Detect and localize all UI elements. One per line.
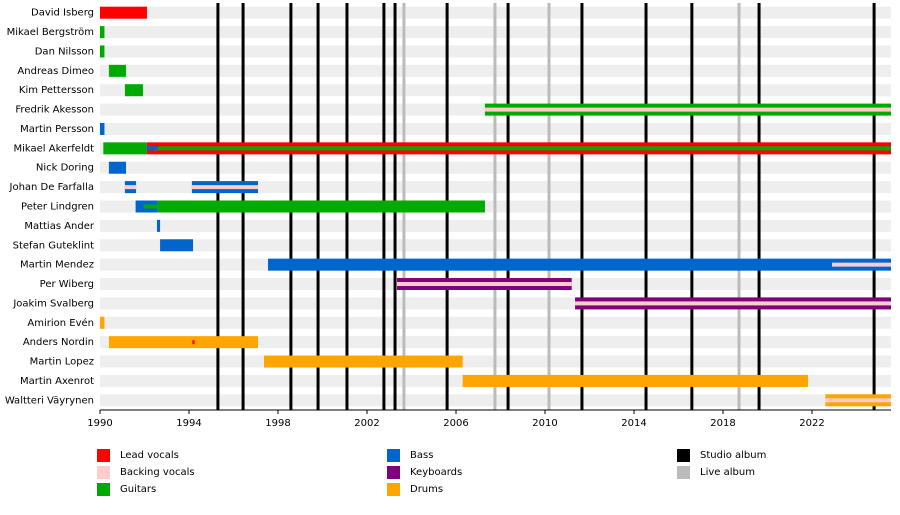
- legend-swatch: [677, 466, 690, 479]
- legend-label: Drums: [410, 484, 443, 495]
- member-bar: [124, 84, 143, 97]
- member-bar: [100, 316, 105, 329]
- member-bar: [156, 219, 161, 232]
- legend-swatch: [97, 449, 110, 462]
- row-label: Fredrik Akesson: [15, 105, 94, 116]
- legend-swatch: [387, 483, 400, 496]
- legend-label: Backing vocals: [120, 467, 195, 478]
- row-label: Andreas Dimeo: [17, 66, 94, 77]
- x-tick-label: 2014: [621, 418, 646, 429]
- member-bar: [267, 258, 892, 271]
- row-label: Amirion Evén: [27, 317, 94, 329]
- x-tick-label: 1990: [87, 418, 112, 429]
- member-bar: [100, 45, 105, 58]
- member-bar: [108, 336, 258, 349]
- member-bar: [484, 107, 891, 112]
- row-label: Mikael Bergström: [7, 27, 94, 38]
- x-tick-label: 2018: [710, 418, 735, 429]
- legend-swatch: [387, 449, 400, 462]
- x-tick-label: 2006: [443, 418, 468, 429]
- row-label: Peter Lindgren: [21, 202, 94, 213]
- member-bar: [157, 200, 485, 213]
- member-bar: [108, 161, 127, 174]
- x-tick-label: 2022: [799, 418, 824, 429]
- member-bar: [103, 142, 147, 155]
- x-tick-label: 2010: [532, 418, 557, 429]
- row-label: Joakim Svalberg: [12, 298, 94, 309]
- member-bar: [146, 146, 158, 151]
- row-label: Kim Pettersson: [19, 85, 94, 96]
- legend-swatch: [97, 483, 110, 496]
- member-bar: [108, 64, 127, 77]
- x-tick-label: 1994: [176, 418, 201, 429]
- legend-swatch: [387, 466, 400, 479]
- row-label: Per Wiberg: [40, 279, 94, 290]
- x-tick-label: 2002: [354, 418, 379, 429]
- row-label: Mikael Akerfeldt: [13, 143, 94, 154]
- row-label: Martin Axenrot: [20, 376, 94, 387]
- member-bar: [191, 185, 258, 190]
- member-bar: [462, 374, 809, 387]
- legend-label: Studio album: [700, 450, 766, 461]
- row-label: Stefan Guteklint: [13, 240, 94, 251]
- x-tick-label: 1998: [265, 418, 290, 429]
- member-bar: [263, 355, 463, 368]
- legend-label: Bass: [410, 450, 433, 461]
- row-label: Martin Lopez: [30, 357, 94, 368]
- row-label: Dan Nilsson: [35, 46, 94, 57]
- member-bar: [146, 146, 892, 151]
- member-bar: [397, 282, 572, 287]
- legend-label: Live album: [700, 467, 755, 478]
- row-label: Martin Persson: [20, 124, 94, 135]
- member-bar: [100, 122, 105, 135]
- row-label: Johan De Farfalla: [9, 182, 95, 193]
- row-label: Martin Mendez: [20, 260, 94, 271]
- row-label: Nick Doring: [36, 163, 94, 174]
- member-bar: [825, 398, 891, 403]
- member-bar: [192, 340, 195, 345]
- legend-label: Guitars: [120, 484, 156, 495]
- row-label: David Isberg: [31, 8, 94, 19]
- legend-label: Lead vocals: [120, 450, 179, 461]
- member-bar: [100, 26, 105, 39]
- member-bar: [124, 185, 137, 190]
- member-bar: [832, 262, 891, 267]
- legend-swatch: [97, 466, 110, 479]
- member-bar: [575, 301, 891, 306]
- legend-swatch: [677, 449, 690, 462]
- member-bar: [100, 6, 147, 19]
- row-label: Waltteri Väyrynen: [5, 395, 94, 406]
- row-label: Mattias Ander: [24, 221, 95, 232]
- member-bar: [143, 204, 158, 209]
- member-bar: [160, 239, 194, 252]
- legend-label: Keyboards: [410, 467, 462, 478]
- row-label: Anders Nordin: [23, 337, 94, 348]
